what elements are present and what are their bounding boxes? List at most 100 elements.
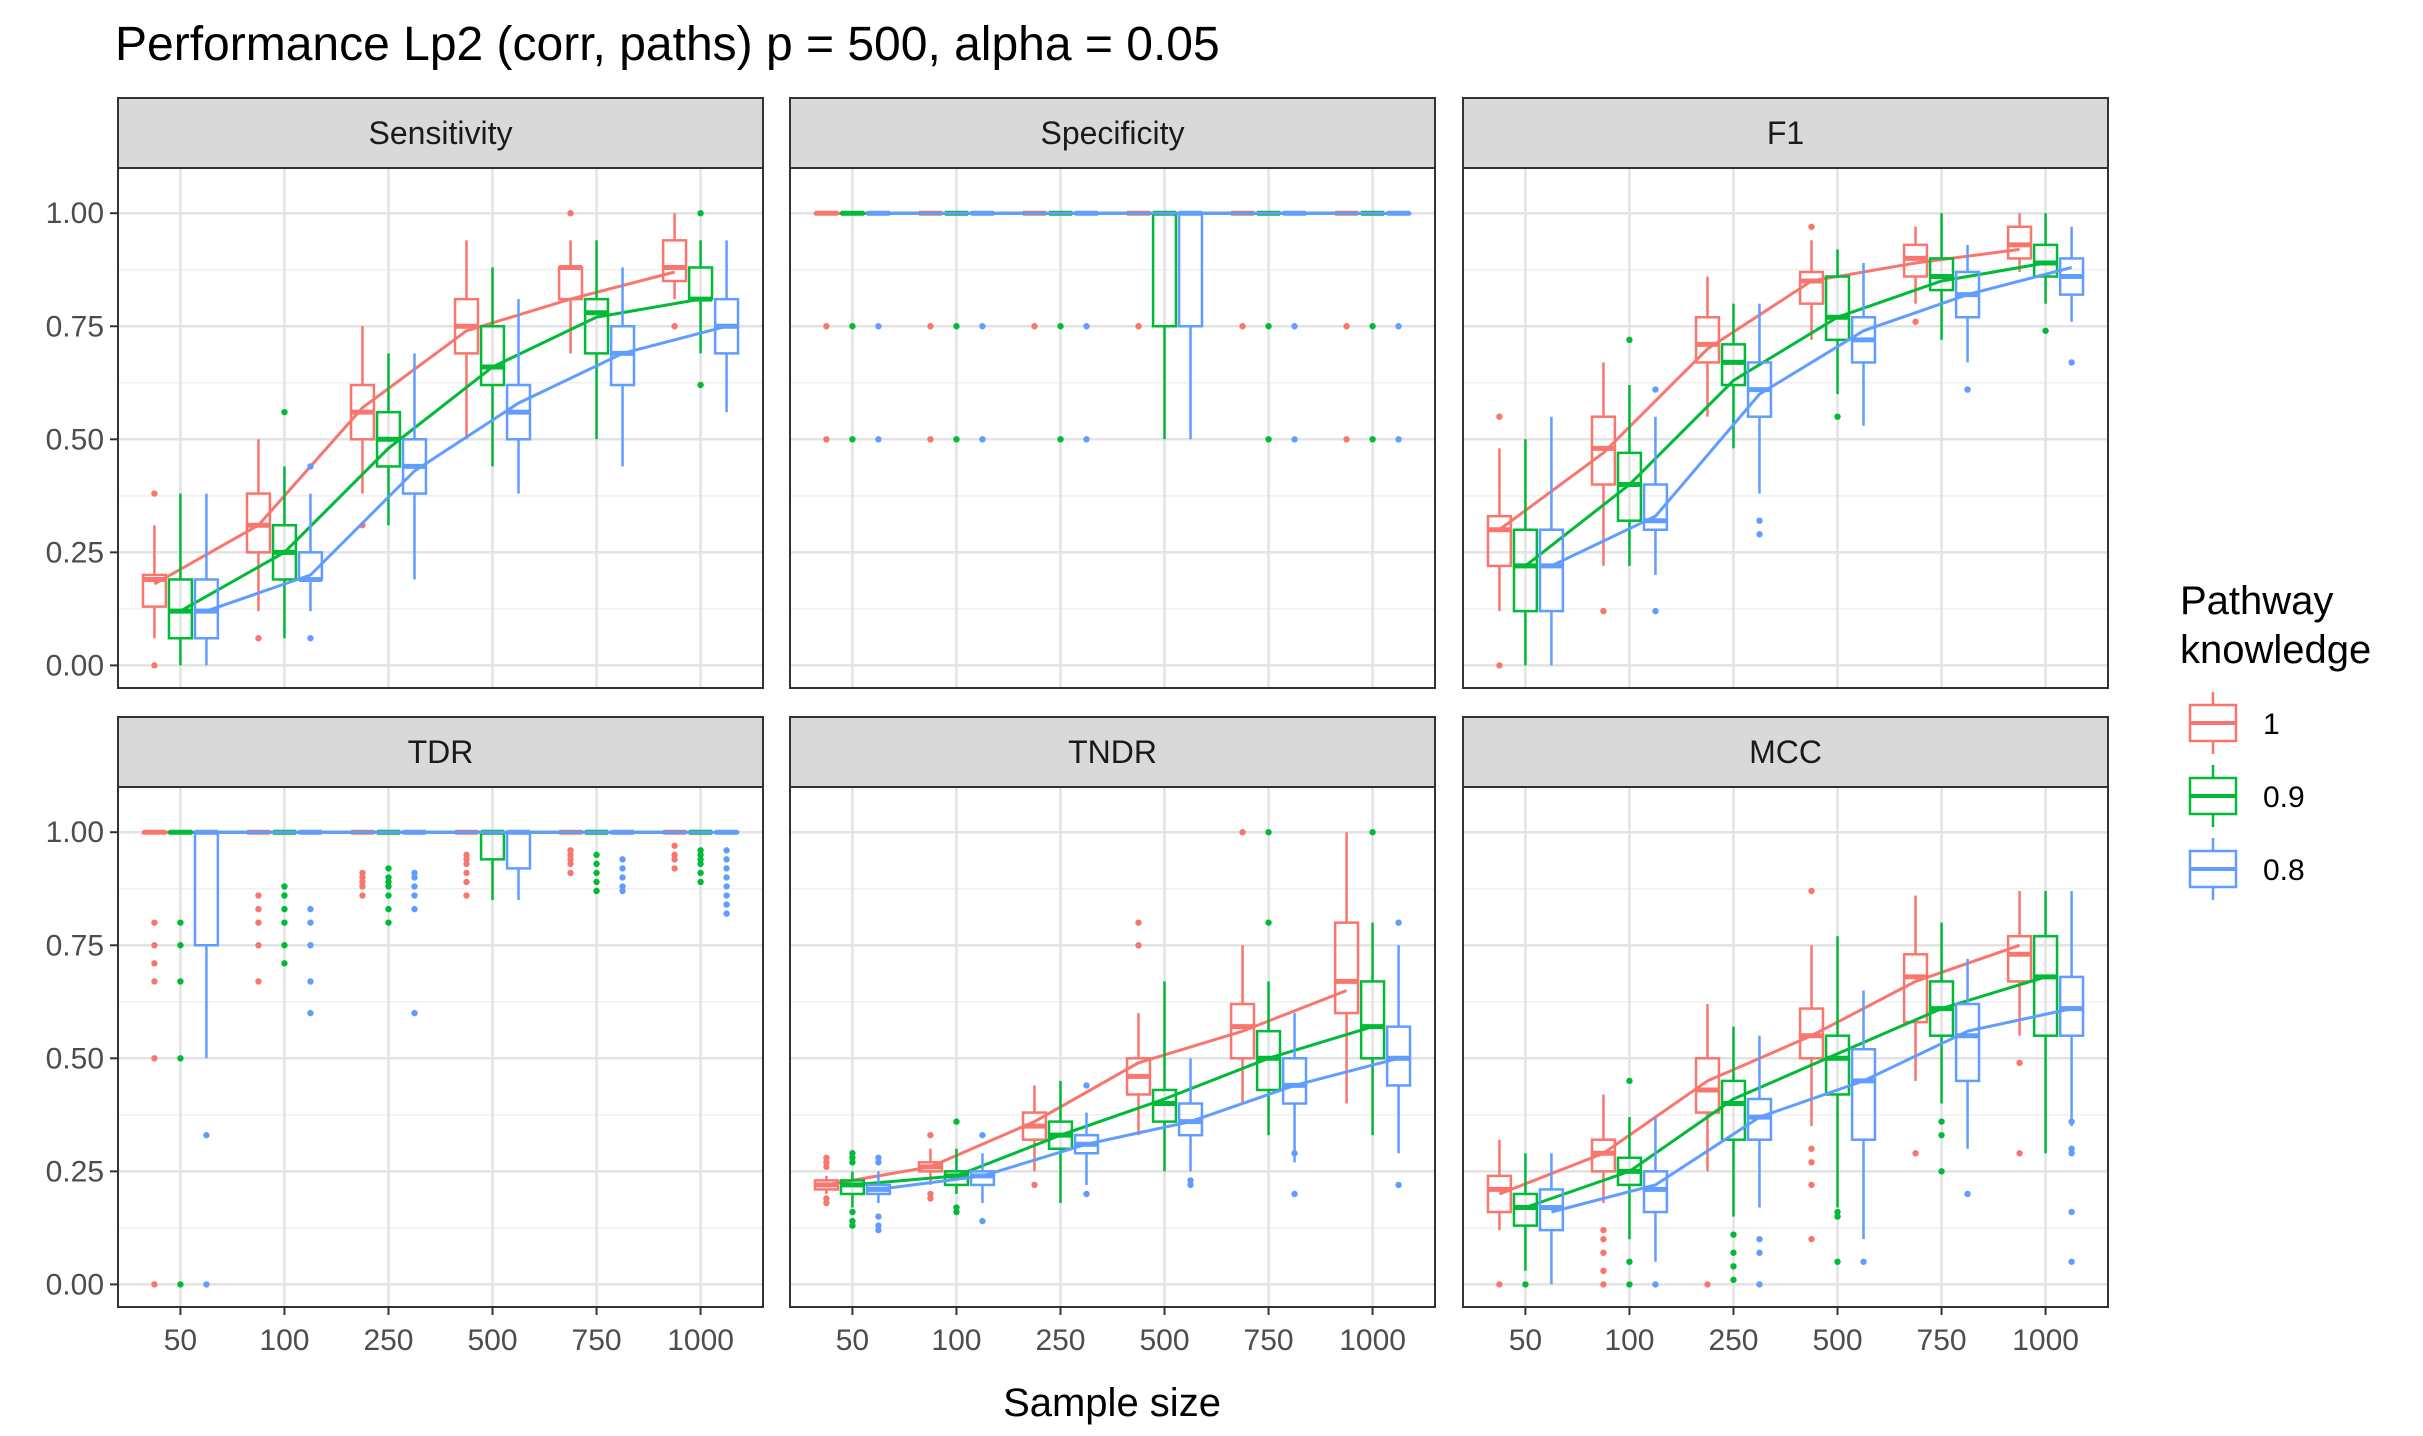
- outlier-point: [593, 851, 600, 859]
- outlier-point: [2068, 1150, 2075, 1157]
- outlier-point: [849, 1150, 856, 1157]
- outlier-point: [823, 323, 830, 330]
- outlier-point: [697, 210, 704, 217]
- outlier-point: [1600, 1235, 1607, 1243]
- outlier-point: [1756, 531, 1763, 538]
- panel-specificity: Specificity: [789, 97, 1436, 689]
- outlier-point: [723, 892, 730, 899]
- outlier-point: [697, 847, 704, 854]
- outlier-point: [1860, 1258, 1867, 1265]
- outlier-point: [697, 869, 704, 877]
- outlier-point: [177, 1281, 184, 1288]
- mean-line-1: [826, 989, 1348, 1187]
- box: [2006, 934, 2033, 983]
- box: [193, 830, 220, 947]
- outlier-point: [1291, 323, 1298, 330]
- outlier-point: [1239, 829, 1246, 836]
- outlier-point: [411, 883, 418, 890]
- outlier-point: [849, 1159, 856, 1166]
- outlier-point: [1239, 323, 1246, 330]
- y-tick-label: 0.00: [46, 649, 104, 682]
- outlier-point: [567, 860, 574, 868]
- outlier-point: [255, 905, 262, 913]
- outlier-point: [1652, 607, 1659, 615]
- outlier-point: [1808, 1235, 1815, 1243]
- facet-panels: Sensitivity 0.00 0.25 0.50 0.75 1.00 Specifici…: [46, 97, 2109, 1357]
- outlier-point: [1730, 1231, 1737, 1238]
- outlier-point: [359, 874, 366, 881]
- outlier-point: [359, 878, 366, 886]
- outlier-point: [411, 869, 418, 877]
- facet-strip-label: TNDR: [1068, 734, 1157, 770]
- outlier-point: [281, 942, 288, 949]
- box: [1824, 275, 1851, 342]
- facet-strip: [789, 716, 1436, 788]
- outlier-point: [1808, 1145, 1815, 1152]
- outlier-point: [1964, 1190, 1971, 1198]
- outlier-point: [463, 869, 470, 877]
- box: [479, 325, 506, 387]
- outlier-point: [1652, 1281, 1659, 1288]
- outlier-point: [177, 1055, 184, 1062]
- outlier-point: [385, 919, 392, 926]
- outlier-point: [463, 856, 470, 863]
- x-tick-label: 100: [931, 1324, 981, 1357]
- outlier-point: [1187, 1177, 1194, 1184]
- outlier-point: [411, 892, 418, 899]
- outlier-point: [359, 883, 366, 890]
- outlier-point: [697, 851, 704, 859]
- outlier-point: [1395, 436, 1402, 443]
- outlier-point: [281, 960, 288, 967]
- box: [2032, 934, 2059, 1037]
- outlier-point: [979, 436, 986, 443]
- facet-strip: [117, 97, 764, 169]
- outlier-point: [1265, 829, 1272, 836]
- outlier-point: [255, 942, 262, 949]
- outlier-point: [1834, 1258, 1841, 1265]
- panel-background: [118, 168, 763, 688]
- mean-line-0.9: [852, 1025, 1374, 1187]
- outlier-point: [385, 878, 392, 886]
- outlier-point: [1626, 1258, 1633, 1265]
- outlier-point: [1912, 318, 1919, 325]
- outlier-point: [1756, 1249, 1763, 1256]
- outlier-point: [307, 978, 314, 985]
- outlier-point: [697, 856, 704, 863]
- outlier-point: [567, 851, 574, 859]
- outlier-point: [177, 919, 184, 926]
- panel-border: [1462, 786, 2109, 1308]
- outlier-point: [1808, 223, 1815, 230]
- panel-tdr: TDR 0.00 0.25 0.50 0.75 1.00 50 100 250 500 750 100…: [46, 716, 764, 1357]
- outlier-point: [1600, 607, 1607, 615]
- outlier-point: [255, 919, 262, 926]
- outlier-point: [619, 874, 626, 881]
- box: [661, 239, 688, 283]
- box: [479, 830, 506, 861]
- outlier-point: [2042, 327, 2049, 334]
- outlier-point: [1730, 1249, 1737, 1256]
- facet-strip: [1462, 716, 2109, 788]
- facet-strip-label: Specificity: [1040, 115, 1184, 151]
- outlier-point: [255, 635, 262, 642]
- outlier-point: [151, 490, 158, 497]
- outlier-point: [2068, 1145, 2075, 1152]
- outlier-point: [1938, 1131, 1945, 1139]
- outlier-point: [411, 905, 418, 913]
- outlier-point: [463, 860, 470, 868]
- outlier-point: [1057, 436, 1064, 443]
- outlier-point: [2068, 359, 2075, 366]
- outlier-point: [1265, 323, 1272, 330]
- panel-f1: F1: [1462, 97, 2109, 689]
- x-tick-label: 100: [259, 1324, 309, 1357]
- outlier-point: [1626, 1281, 1633, 1288]
- y-tick-label: 0.25: [46, 536, 104, 569]
- x-axis-title: Sample size: [1003, 1381, 1221, 1425]
- outlier-point: [1083, 1190, 1090, 1198]
- outlier-point: [1265, 436, 1272, 443]
- outlier-point: [567, 847, 574, 854]
- outlier-point: [823, 1195, 830, 1202]
- outlier-point: [281, 883, 288, 890]
- outlier-point: [849, 1217, 856, 1225]
- outlier-point: [255, 892, 262, 899]
- outlier-point: [875, 1159, 882, 1166]
